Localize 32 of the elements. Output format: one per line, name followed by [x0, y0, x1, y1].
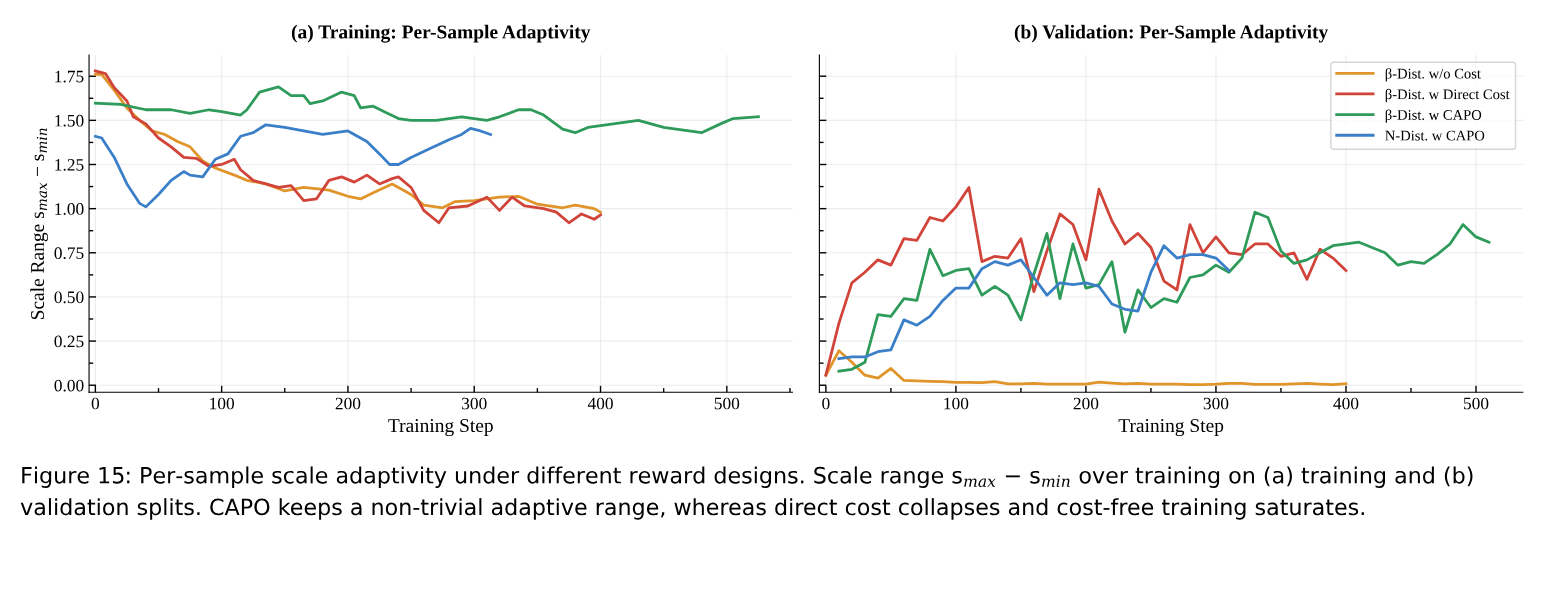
- x-tick-label: 200: [335, 397, 361, 410]
- y-axis-title: Scale Range s$_{max}$ − s$_{min}$: [30, 128, 49, 320]
- chart-title: (a) Training: Per-Sample Adaptivity: [291, 24, 591, 43]
- x-tick-label: 0: [91, 397, 100, 410]
- x-tick-label: 500: [1463, 397, 1489, 410]
- y-tick-label: 0.25: [54, 335, 84, 348]
- y-tick-label: 1.75: [55, 70, 84, 83]
- line-series: [93, 123, 493, 209]
- y-tick-label: 1.25: [55, 159, 84, 171]
- x-tick-label: 100: [210, 397, 235, 410]
- x-tick-label: 400: [1333, 397, 1359, 410]
- y-tick-label: 0.75: [54, 247, 84, 260]
- x-tick-label: 500: [714, 397, 740, 410]
- x-tick-label: 100: [944, 397, 969, 410]
- legend-label: β-Dist. w/o Cost: [1385, 68, 1481, 82]
- y-tick-label: 1.00: [55, 203, 84, 215]
- legend-label: β-Dist. w CAPO: [1385, 109, 1482, 123]
- y-tick-label: 0.00: [54, 379, 84, 392]
- x-axis-title: Training Step: [388, 419, 493, 437]
- x-tick-label: 400: [587, 397, 613, 410]
- x-axis-title: Training Step: [1118, 419, 1224, 437]
- chart-title: (b) Validation: Per-Sample Adaptivity: [1014, 24, 1329, 43]
- caption: Figure 15: Per-sample scale adaptivity under different reward designs. Scale range s$_{max}$ − s$_{min}$ over training on (a) training and (b) validation splits. CAPO keeps a non-trivial adaptive range, whereas direct cost collapses and cost-free training saturates.: [20, 466, 1473, 520]
- line-series: [93, 85, 760, 135]
- y-tick-label: 0.50: [54, 291, 84, 304]
- x-tick-label: 300: [1203, 397, 1229, 410]
- x-tick-label: 0: [822, 397, 830, 410]
- x-tick-label: 200: [1073, 397, 1099, 410]
- legend-label: N-Dist. w CAPO: [1385, 130, 1485, 141]
- legend-label: β-Dist. w Direct Cost: [1385, 88, 1510, 103]
- y-tick-label: 1.50: [55, 114, 84, 127]
- x-tick-label: 300: [462, 397, 487, 410]
